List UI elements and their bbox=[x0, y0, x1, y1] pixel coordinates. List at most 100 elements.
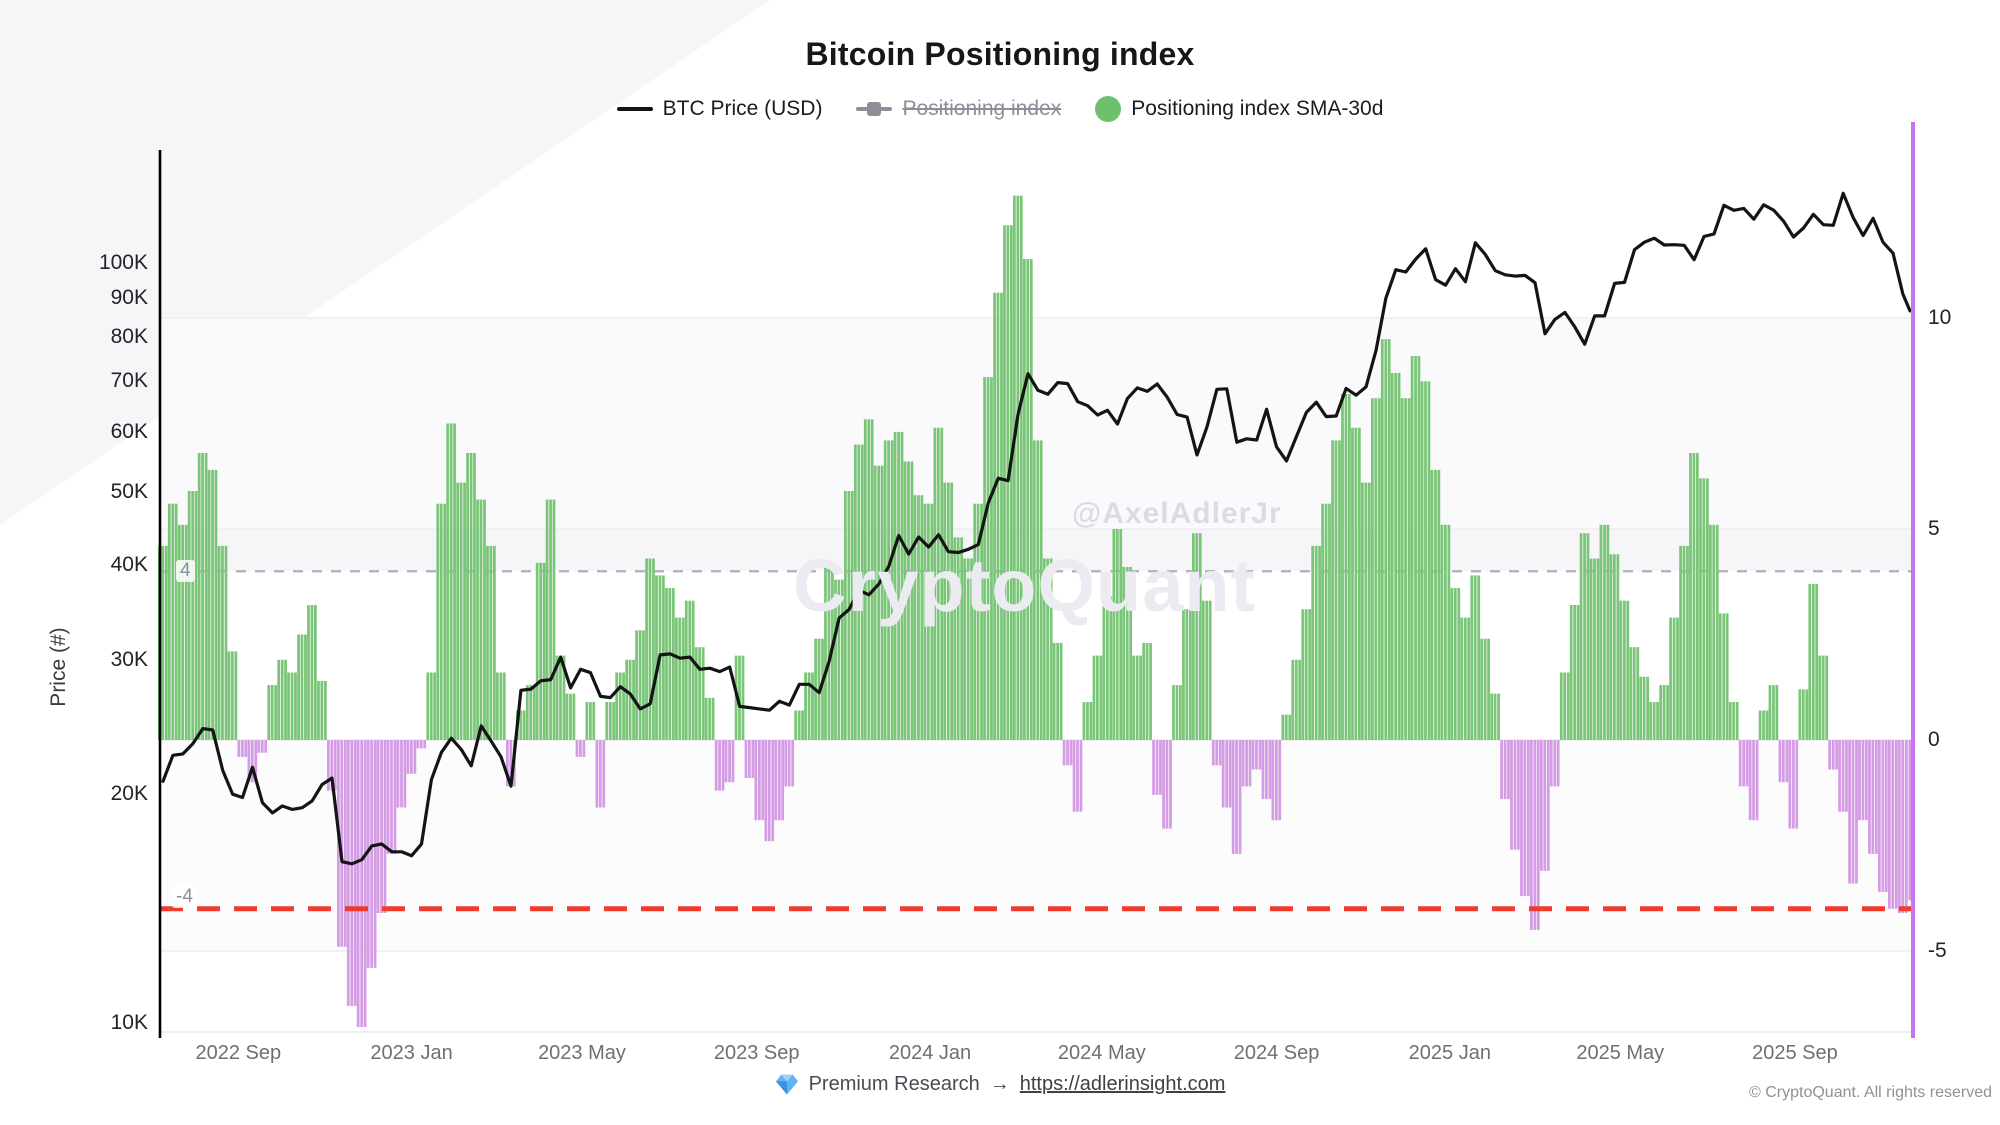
sma-bar bbox=[701, 647, 705, 740]
sma-bar bbox=[622, 672, 625, 740]
sma-bar bbox=[1894, 740, 1898, 909]
sma-bar bbox=[883, 440, 887, 740]
sma-bar bbox=[1424, 381, 1427, 740]
sma-bar bbox=[1805, 689, 1809, 740]
left-tick-40K: 40K bbox=[110, 553, 148, 577]
footer-link[interactable]: https://adlerinsight.com bbox=[1019, 1073, 1226, 1095]
left-tick-70K: 70K bbox=[110, 368, 148, 392]
sma-bar bbox=[863, 419, 867, 740]
sma-bar bbox=[413, 740, 417, 774]
sma-bar bbox=[1755, 740, 1759, 821]
left-tick-60K: 60K bbox=[110, 419, 148, 443]
sma-bar bbox=[1112, 529, 1116, 740]
sma-bar bbox=[1125, 567, 1129, 740]
sma-bar bbox=[532, 685, 536, 740]
sma-bar bbox=[1003, 225, 1006, 740]
sma-bar bbox=[1626, 600, 1630, 740]
sma-bar bbox=[1354, 427, 1358, 740]
sma-bar bbox=[1901, 740, 1905, 913]
legend-item-positioning-index[interactable]: Positioning index bbox=[856, 97, 1061, 121]
sma-bar bbox=[1032, 440, 1036, 740]
sma-bar bbox=[1706, 478, 1709, 740]
sma-bar bbox=[890, 440, 894, 740]
sma-bar bbox=[652, 558, 655, 740]
sma-bar bbox=[274, 685, 278, 740]
sma-bar bbox=[380, 740, 383, 913]
sma-bar bbox=[1696, 453, 1699, 740]
sma-bar bbox=[1102, 596, 1106, 740]
sma-bar bbox=[1689, 453, 1692, 740]
sma-bar bbox=[741, 655, 745, 740]
right-tick--5: -5 bbox=[1928, 939, 1947, 962]
sma-bar bbox=[449, 423, 453, 740]
sma-bar bbox=[781, 740, 785, 821]
left-tick-100K: 100K bbox=[98, 251, 148, 274]
sma-bar bbox=[1142, 642, 1146, 740]
sma-bar bbox=[370, 740, 373, 968]
sma-bar bbox=[1808, 583, 1812, 740]
sma-bar bbox=[575, 740, 579, 757]
sma-bar bbox=[724, 740, 728, 783]
sma-bar bbox=[1115, 529, 1119, 740]
sma-bar bbox=[1225, 740, 1229, 808]
sma-bar bbox=[970, 558, 973, 740]
sma-bar bbox=[466, 453, 469, 740]
sma-bar bbox=[1718, 613, 1722, 740]
sma-bar bbox=[1500, 740, 1503, 800]
sma-bar bbox=[801, 710, 804, 740]
sma-bar bbox=[1344, 394, 1348, 740]
sma-bar bbox=[552, 499, 556, 740]
sma-bar bbox=[1397, 372, 1401, 740]
right-tick-10: 10 bbox=[1928, 306, 1952, 329]
sma-bar bbox=[870, 419, 874, 740]
sma-bar bbox=[1019, 195, 1023, 741]
sma-bar bbox=[1410, 356, 1414, 740]
sma-bar bbox=[1579, 533, 1583, 740]
sma-bar bbox=[807, 672, 811, 740]
sma-bar bbox=[1341, 394, 1344, 740]
sma-bar bbox=[350, 740, 354, 1006]
sma-bar bbox=[297, 634, 300, 740]
sma-bar bbox=[164, 545, 168, 740]
sma-bar bbox=[1367, 482, 1371, 740]
sma-bar bbox=[549, 499, 552, 740]
footer-arrow: → bbox=[989, 1073, 1010, 1095]
sma-bar bbox=[227, 651, 231, 740]
sma-bar bbox=[877, 465, 881, 740]
sma-bar bbox=[1865, 740, 1868, 821]
sma-bar bbox=[1553, 740, 1557, 787]
sma-bar bbox=[1905, 740, 1908, 901]
legend-item-btc-price[interactable]: BTC Price (USD) bbox=[616, 97, 822, 121]
sma-bar bbox=[184, 524, 188, 740]
sma-bar bbox=[519, 710, 523, 740]
legend-item-sma-30d[interactable]: Positioning index SMA-30d bbox=[1095, 96, 1383, 122]
sma-bar bbox=[595, 740, 599, 808]
sma-bar bbox=[416, 740, 420, 749]
sma-bar bbox=[1699, 478, 1702, 740]
sma-bar bbox=[777, 740, 781, 821]
sma-bar bbox=[903, 461, 907, 740]
sma-bar bbox=[194, 491, 198, 740]
sma-bar bbox=[1321, 503, 1324, 740]
sma-bar bbox=[343, 740, 347, 947]
sma-bar bbox=[738, 655, 741, 740]
sma-bar bbox=[1881, 740, 1885, 892]
sma-bar bbox=[608, 702, 612, 740]
sma-bar bbox=[767, 740, 771, 842]
sma-bar bbox=[585, 702, 589, 740]
sma-bar bbox=[1261, 740, 1265, 800]
sma-bar bbox=[1338, 440, 1341, 740]
band-0-neg5 bbox=[160, 740, 1913, 951]
sma-bar bbox=[1414, 356, 1417, 740]
sma-bar bbox=[1119, 529, 1123, 740]
sma-bar bbox=[290, 672, 294, 740]
sma-bar bbox=[847, 491, 851, 740]
btc-price-line bbox=[161, 191, 1912, 866]
x-tick-2023-May: 2023 May bbox=[538, 1042, 626, 1064]
sma-bar bbox=[453, 423, 456, 740]
sma-bar bbox=[1444, 524, 1447, 740]
sma-bar bbox=[1782, 740, 1785, 783]
sma-bar bbox=[1838, 740, 1841, 812]
sma-bar bbox=[356, 740, 360, 1027]
sma-bar bbox=[1092, 655, 1096, 740]
